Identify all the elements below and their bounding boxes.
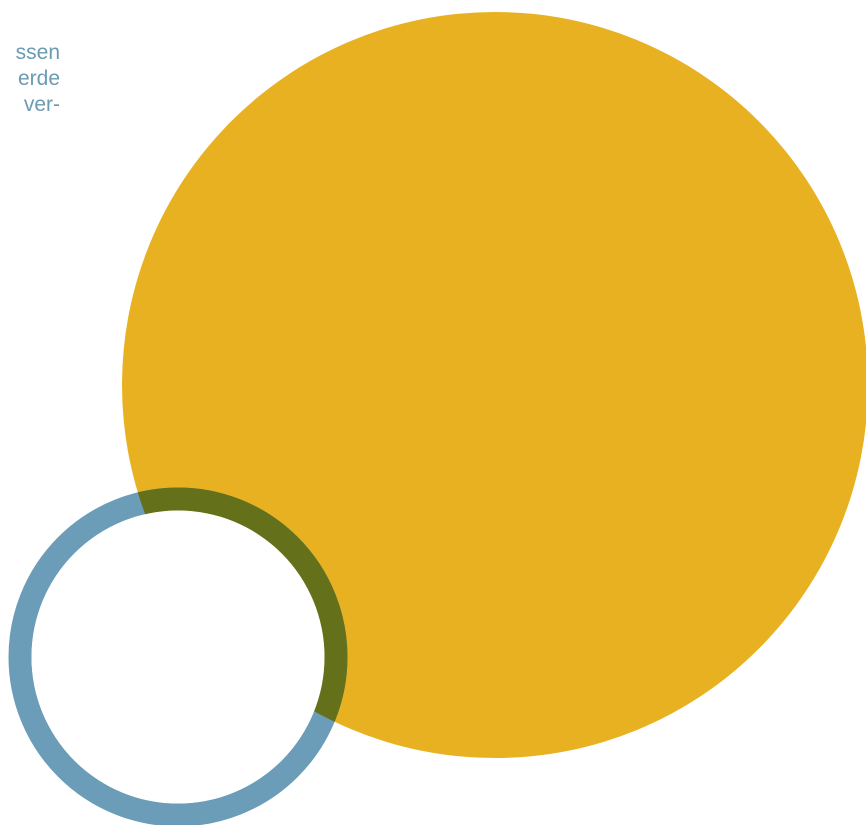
text-line: ver- — [23, 93, 60, 116]
ring-overlap-segment — [122, 487, 348, 758]
cropped-paragraph-text: ssen erde ver- — [16, 40, 60, 118]
ring-inner-fill — [31, 510, 325, 804]
text-line: ssen — [15, 41, 60, 64]
text-line: erde — [17, 67, 60, 90]
